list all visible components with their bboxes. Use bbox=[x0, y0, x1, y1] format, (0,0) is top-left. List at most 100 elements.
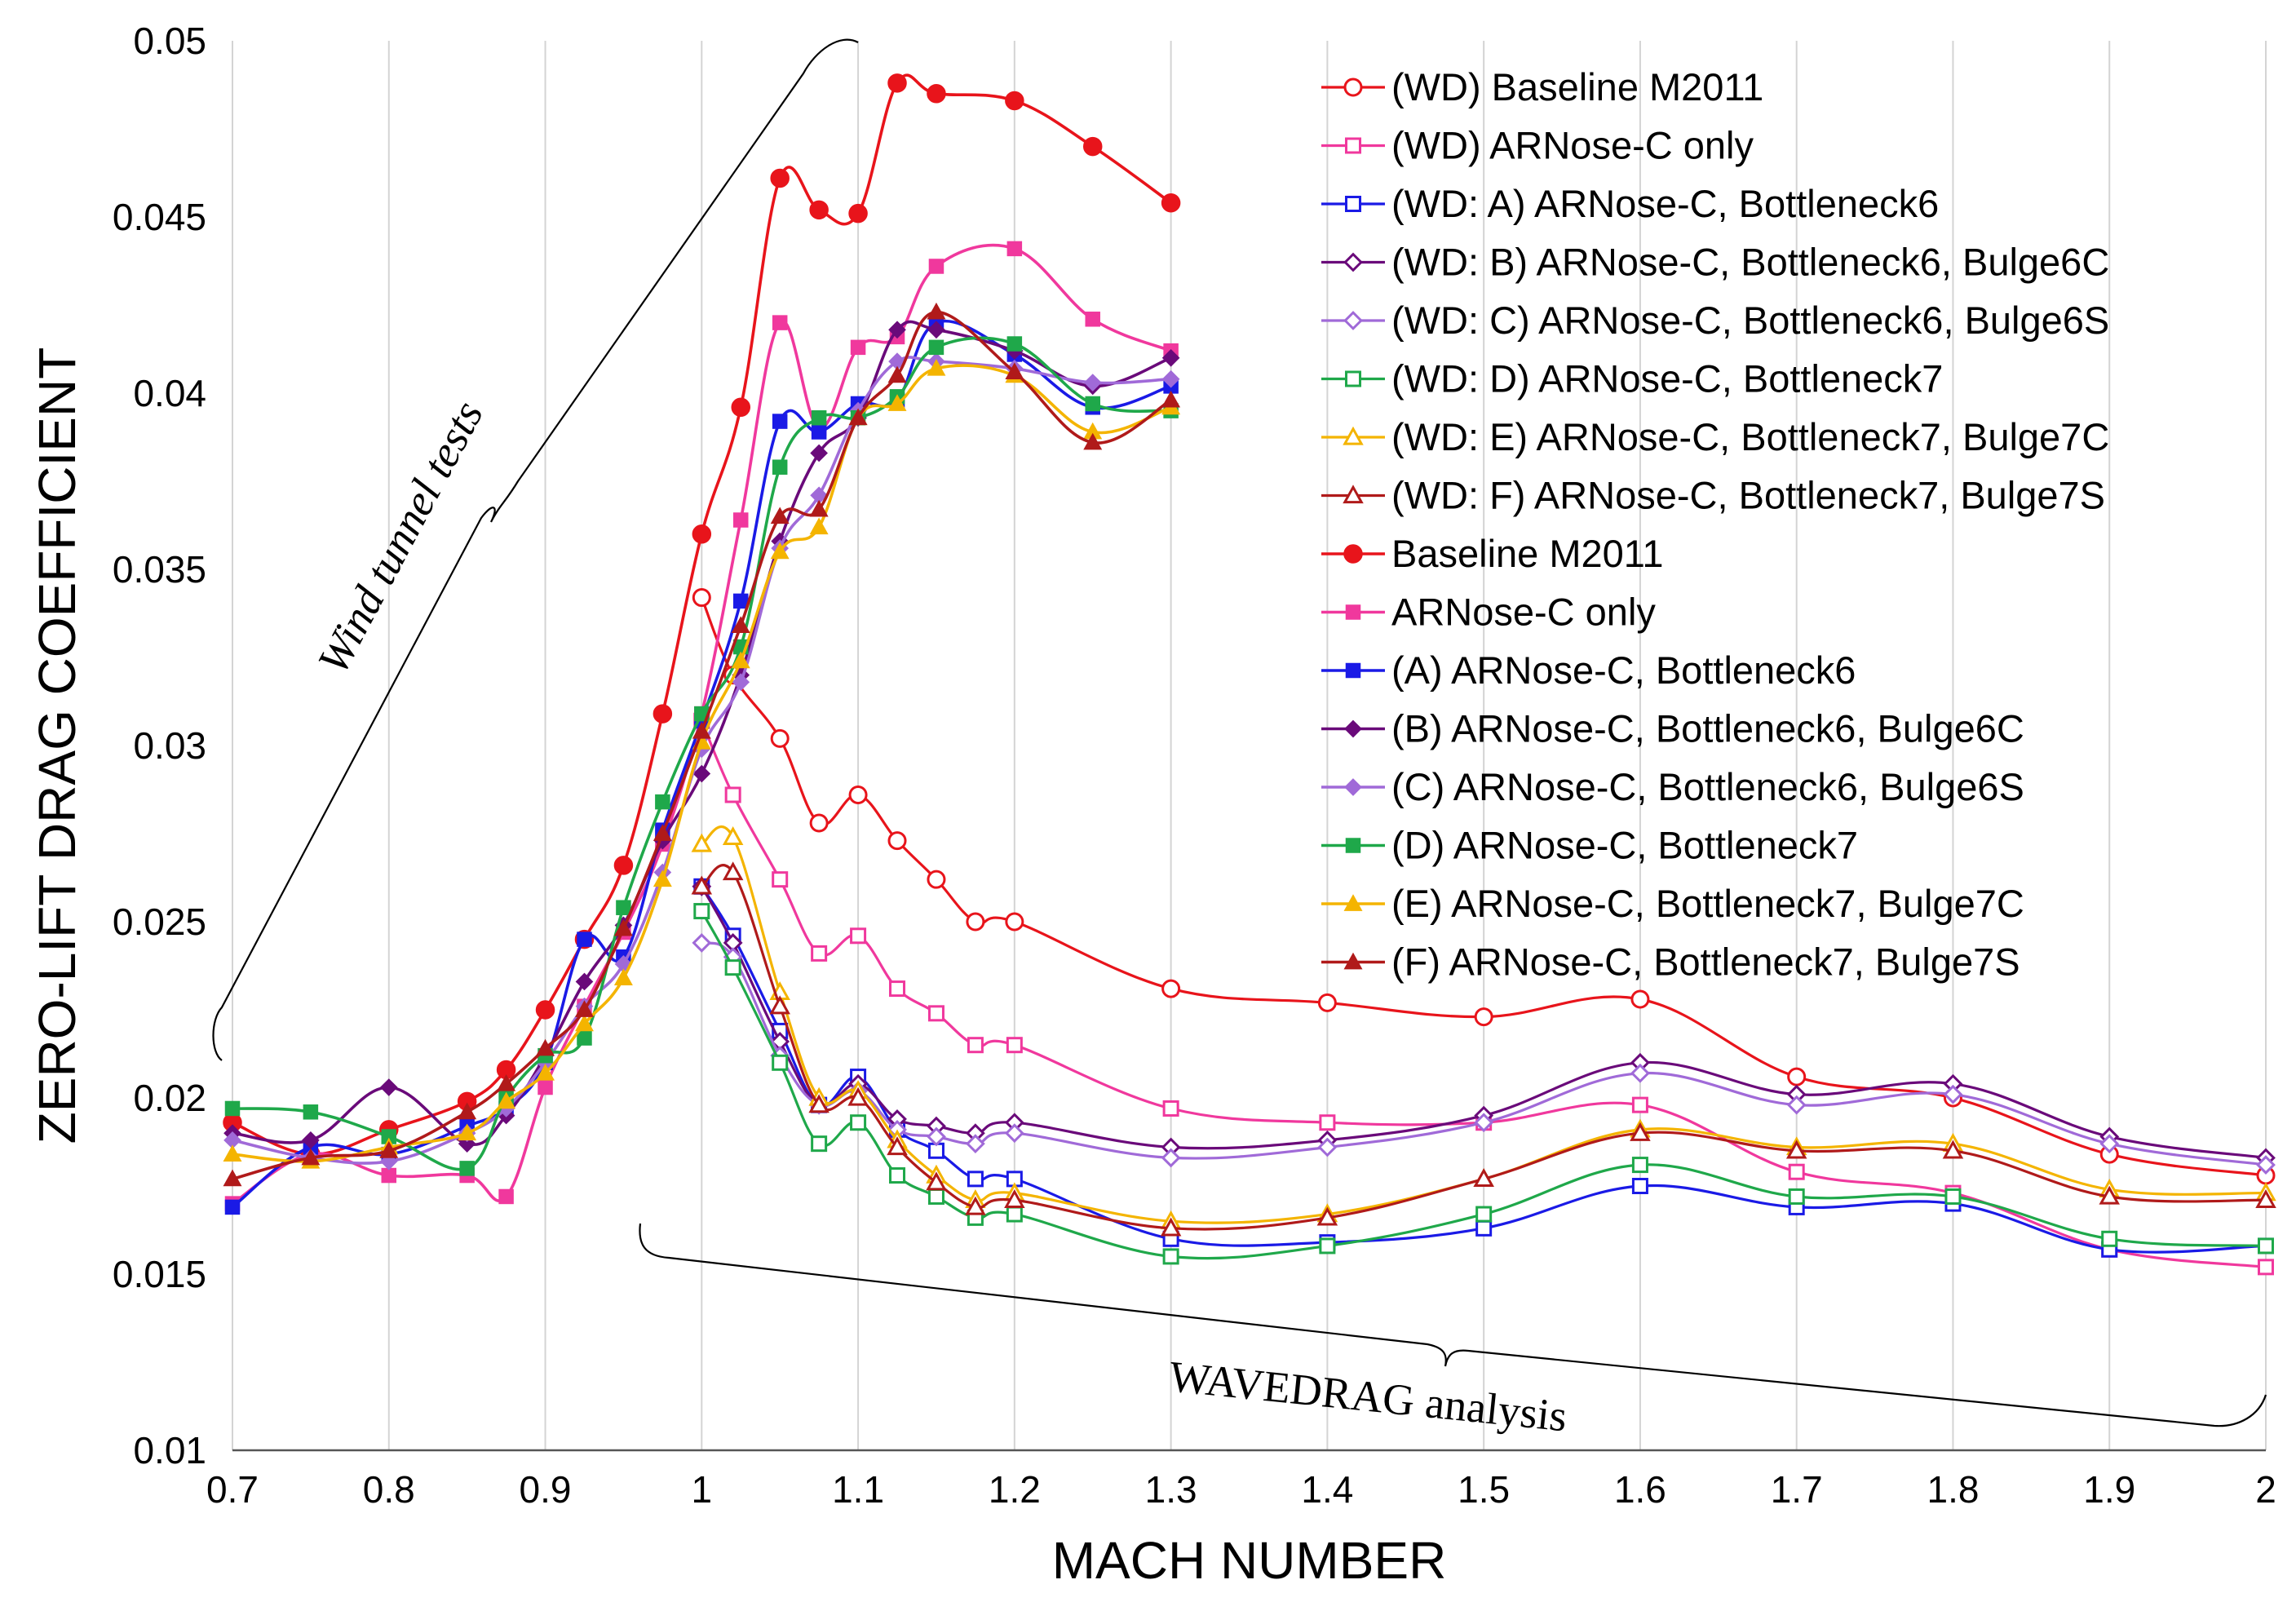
data-point bbox=[770, 728, 790, 748]
legend-swatch-marker bbox=[1345, 370, 1361, 387]
legend-entry: (WD: F) ARNose-C, Bottleneck7, Bulge7S bbox=[1321, 474, 2105, 517]
legend-entry: (WD: E) ARNose-C, Bottleneck7, Bulge7C bbox=[1321, 415, 2109, 458]
data-point bbox=[928, 259, 945, 274]
data-point bbox=[535, 1000, 555, 1020]
data-point bbox=[770, 542, 790, 560]
x-tick-label: 1.9 bbox=[2083, 1468, 2135, 1511]
data-point bbox=[2256, 1155, 2276, 1175]
data-point bbox=[889, 1167, 906, 1184]
data-point bbox=[498, 1188, 514, 1205]
data-point bbox=[302, 1131, 320, 1149]
legend-swatch-marker bbox=[1344, 778, 1362, 796]
legend-label: (WD: F) ARNose-C, Bottleneck7, Bulge7S bbox=[1391, 474, 2105, 517]
legend-swatch-marker bbox=[1345, 662, 1361, 679]
data-point bbox=[1944, 1188, 1962, 1205]
data-point bbox=[1006, 241, 1023, 257]
data-point bbox=[1630, 1122, 1651, 1141]
y-tick-label: 0.03 bbox=[133, 724, 206, 767]
data-point bbox=[653, 824, 672, 841]
data-point bbox=[1473, 1168, 1494, 1188]
data-point bbox=[536, 1038, 555, 1056]
data-point bbox=[1943, 1084, 1963, 1104]
data-point bbox=[1785, 1140, 1807, 1159]
x-tick-label: 0.7 bbox=[206, 1468, 259, 1511]
data-point bbox=[848, 203, 868, 223]
legend-entry: (C) ARNose-C, Bottleneck6, Bulge6S bbox=[1321, 765, 2024, 808]
data-point bbox=[722, 861, 744, 881]
data-point bbox=[1317, 1137, 1338, 1157]
legend-label: (WD: D) ARNose-C, Bottleneck7 bbox=[1391, 357, 1943, 400]
series-wd-5 bbox=[693, 903, 2274, 1265]
data-point bbox=[691, 875, 713, 895]
data-point bbox=[1474, 1007, 1493, 1027]
data-point bbox=[889, 980, 906, 998]
data-point bbox=[1162, 1100, 1179, 1117]
data-point bbox=[1475, 1219, 1493, 1237]
legend-swatch-marker bbox=[1345, 196, 1361, 212]
y-tick-label: 0.04 bbox=[133, 372, 206, 414]
legend-label: (B) ARNose-C, Bottleneck6, Bulge6C bbox=[1391, 707, 2024, 750]
legend-label: (F) ARNose-C, Bottleneck7, Bulge7S bbox=[1391, 940, 2020, 984]
data-point bbox=[379, 1078, 398, 1096]
data-point bbox=[809, 813, 829, 833]
data-point bbox=[848, 408, 868, 426]
data-point bbox=[770, 168, 790, 188]
legend-entry: (WD) Baseline M2011 bbox=[1321, 65, 1763, 108]
grid-lines bbox=[232, 41, 2267, 1450]
data-point bbox=[613, 918, 633, 936]
data-point bbox=[810, 444, 828, 462]
x-tick-label: 1.8 bbox=[1927, 1468, 1979, 1511]
data-point bbox=[1788, 1163, 1805, 1180]
data-point bbox=[693, 903, 710, 920]
legend-label: (A) ARNose-C, Bottleneck6 bbox=[1391, 648, 1856, 692]
data-point bbox=[536, 1064, 555, 1081]
data-point bbox=[223, 1169, 242, 1187]
data-point bbox=[1082, 136, 1103, 157]
y-axis-ticks: 0.01 0.015 0.02 0.025 0.03 0.035 0.04 0.045 0.05 bbox=[113, 20, 206, 1471]
data-point bbox=[1162, 1248, 1179, 1265]
data-point bbox=[575, 1014, 594, 1032]
x-tick-label: 1.3 bbox=[1145, 1468, 1197, 1511]
data-point bbox=[888, 321, 906, 339]
data-point bbox=[301, 1148, 321, 1166]
data-point bbox=[653, 870, 672, 887]
data-point bbox=[927, 302, 946, 320]
x-tick-label: 1.7 bbox=[1771, 1468, 1823, 1511]
y-tick-label: 0.015 bbox=[113, 1253, 206, 1295]
data-point bbox=[577, 1030, 592, 1046]
data-point bbox=[733, 512, 749, 528]
legend-swatch-marker bbox=[1343, 252, 1363, 272]
data-point bbox=[1631, 1096, 1648, 1113]
y-tick-label: 0.02 bbox=[133, 1077, 206, 1119]
data-point bbox=[616, 900, 631, 915]
wavedrag-brace bbox=[639, 1223, 2267, 1427]
data-point bbox=[2258, 1237, 2274, 1255]
data-point bbox=[808, 1094, 829, 1113]
x-tick-label: 1 bbox=[692, 1468, 713, 1511]
data-point bbox=[927, 321, 945, 339]
x-tick-label: 1.1 bbox=[832, 1468, 884, 1511]
data-point bbox=[459, 1161, 475, 1176]
data-point bbox=[653, 704, 673, 724]
data-point bbox=[769, 995, 790, 1015]
data-point bbox=[731, 397, 750, 418]
data-point bbox=[692, 524, 712, 544]
data-point bbox=[1631, 1157, 1648, 1174]
data-point bbox=[2255, 1188, 2276, 1208]
x-axis-ticks: 0.7 0.8 0.9 1 1.1 1.2 1.3 1.4 1.5 1.6 1.7 1.8 1.9 2 bbox=[206, 1468, 2276, 1511]
data-point bbox=[772, 1054, 789, 1071]
data-point bbox=[1319, 1237, 1336, 1255]
legend-entry: Baseline M2011 bbox=[1321, 532, 1664, 575]
data-point bbox=[927, 359, 946, 376]
data-point bbox=[887, 1136, 908, 1156]
data-point bbox=[1630, 1063, 1650, 1083]
legend-entry: (E) ARNose-C, Bottleneck7, Bulge7C bbox=[1321, 882, 2024, 925]
legend-swatch-marker bbox=[1343, 426, 1364, 445]
data-point bbox=[2101, 1230, 2118, 1247]
x-tick-label: 1.4 bbox=[1301, 1468, 1353, 1511]
y-tick-label: 0.045 bbox=[113, 196, 206, 238]
data-point bbox=[811, 1135, 828, 1153]
legend-label: (WD: C) ARNose-C, Bottleneck6, Bulge6S bbox=[1391, 299, 2109, 342]
data-point bbox=[2099, 1134, 2120, 1154]
